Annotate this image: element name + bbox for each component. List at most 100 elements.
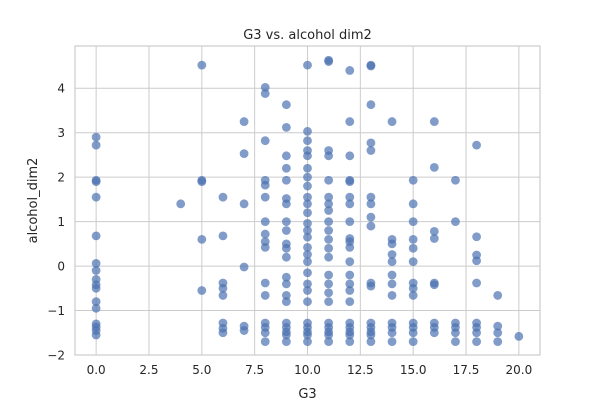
scatter-point [345,330,355,340]
x-tick-label: 10.0 [294,363,321,377]
x-tick-label: 15.0 [400,363,427,377]
scatter-point [91,303,101,313]
scatter-point [91,297,101,307]
x-tick-labels: 0.0 2.5 5.0 7.5 10.0 12.5 15.0 17.5 20.0 [87,363,533,377]
scatter-point [324,217,334,227]
scatter-point [345,286,355,295]
scatter-point [366,337,376,347]
scatter-point [303,297,312,307]
scatter-point [324,288,334,298]
scatter-point [91,140,101,150]
scatter-point [303,60,312,70]
scatter-point [408,328,418,338]
scatter-point [239,117,249,126]
scatter-point [451,175,460,185]
scatter-point [324,243,334,253]
scatter-point [281,330,291,340]
scatter-point [281,337,291,347]
x-tick-label: 20.0 [506,363,533,377]
y-tick-label: 3 [57,126,65,140]
scatter-point [260,229,270,239]
scatter-point [324,206,334,215]
scatter-point [451,328,460,338]
scatter-point [387,257,397,267]
scatter-point [324,199,334,209]
y-tick-label: −1 [47,304,65,318]
scatter-point [281,297,291,307]
scatter-point [218,192,228,202]
scatter-point [324,252,334,262]
plot-frame [74,45,541,356]
scatter-point [303,330,312,340]
scatter-point [472,328,481,338]
scatter-point [345,66,355,75]
scatter-point [218,328,228,338]
scatter-point [472,232,481,242]
scatter-point [303,163,312,173]
scatter-point [303,151,312,161]
scatter-point [281,226,291,235]
y-axis-label: alcohol_dim2 [26,158,41,244]
scatter-point [303,243,312,252]
x-tick-label: 2.5 [139,363,158,377]
scatter-point [408,283,418,293]
scatter-point [303,218,312,228]
scatter-point [303,226,312,235]
scatter-point [408,175,418,185]
scatter-point [303,136,312,146]
scatter-point [91,330,101,340]
scatter-point [260,337,270,347]
scatter-point [408,291,418,300]
scatter-point [303,268,312,278]
scatter-point [429,162,439,172]
scatter-point [239,149,249,158]
scatter-point [303,208,312,218]
scatter-point [345,243,355,252]
scatter-point [345,217,355,227]
scatter-point [408,337,418,347]
scatter-point [324,279,334,289]
scatter-point [429,117,439,126]
scatter-point [429,280,439,290]
scatter-point [387,337,397,347]
x-tick-label: 5.0 [192,363,211,377]
scatter-point [366,199,376,209]
scatter-point [324,226,334,235]
scatter-point [345,177,355,187]
scatter-point [387,270,397,280]
scatter-point [197,177,207,187]
scatter-point [429,234,439,243]
scatter-point [387,117,397,126]
scatter-point [197,286,207,295]
chart-title: G3 vs. alcohol dim2 [243,28,372,43]
scatter-point [324,175,334,185]
scatter-point [451,337,460,347]
scatter-point [366,192,376,202]
scatter-point [345,257,355,267]
scatter-point [303,199,312,209]
scatter-point [281,175,291,185]
scatter-point [493,321,503,331]
scatter-point [451,217,460,227]
scatter-point [366,221,376,231]
scatter-point [345,270,355,280]
scatter-point [387,239,397,249]
scatter-point [387,279,397,289]
scatter-point [408,199,418,209]
scatter-point [303,257,312,267]
scatter-point [260,136,270,146]
y-tick-label: −2 [47,349,65,363]
scatter-point [408,257,418,267]
scatter-point [366,61,376,71]
scatter-point [408,243,418,253]
scatter-point [260,89,270,98]
y-tick-labels: −2 −1 0 1 2 3 4 [47,82,65,363]
scatter-point [345,279,355,289]
scatter-point [493,337,503,347]
scatter-point [366,138,376,148]
scatter-point [260,192,270,202]
scatter-point [345,117,355,126]
scatter-point [324,297,334,307]
